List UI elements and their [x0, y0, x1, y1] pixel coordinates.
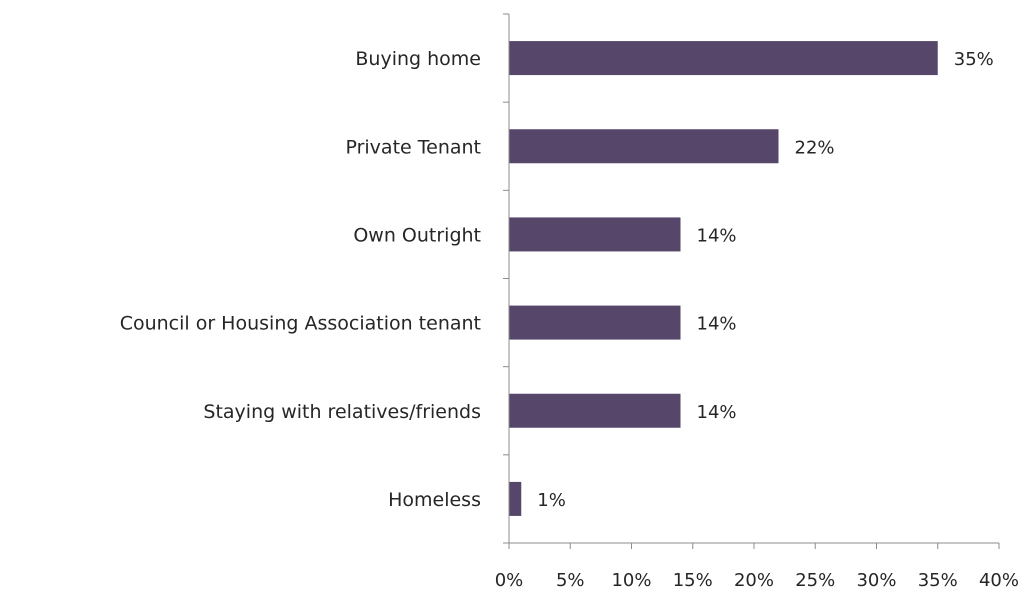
category-label: Buying home [355, 48, 481, 70]
x-tick-label: 40% [979, 570, 1019, 591]
value-label: 14% [697, 225, 737, 246]
x-tick-label: 25% [795, 570, 835, 591]
bar-4 [509, 393, 681, 428]
bar-5 [509, 481, 522, 516]
x-tick-label: 20% [734, 570, 774, 591]
bar-0 [509, 41, 938, 76]
category-label: Private Tenant [345, 136, 481, 158]
value-label: 14% [697, 402, 737, 423]
x-tick-label: 5% [556, 570, 585, 591]
x-tick-label: 30% [856, 570, 896, 591]
value-label: 22% [795, 137, 835, 158]
value-label: 14% [697, 314, 737, 335]
axes: 0% 5% 10% 15% 20% 25% 30% 35% 40% [495, 13, 1019, 591]
x-tick-label: 0% [495, 570, 524, 591]
bar-3 [509, 305, 681, 340]
category-label: Council or Housing Association tenant [120, 313, 481, 335]
category-label: Staying with relatives/friends [203, 401, 481, 423]
category-label: Homeless [388, 489, 481, 511]
category-label: Own Outright [353, 224, 481, 246]
bar-2 [509, 217, 681, 252]
x-tick-label: 10% [611, 570, 651, 591]
value-label: 35% [954, 49, 994, 70]
x-tick-label: 35% [918, 570, 958, 591]
category-labels: Buying home Private Tenant Own Outright Cou… [120, 48, 481, 511]
x-tick-label: 15% [673, 570, 713, 591]
bars-group [509, 41, 938, 516]
value-label: 1% [537, 490, 566, 511]
bar-1 [509, 129, 779, 164]
value-labels: 35% 22% 14% 14% 14% 1% [537, 49, 994, 511]
